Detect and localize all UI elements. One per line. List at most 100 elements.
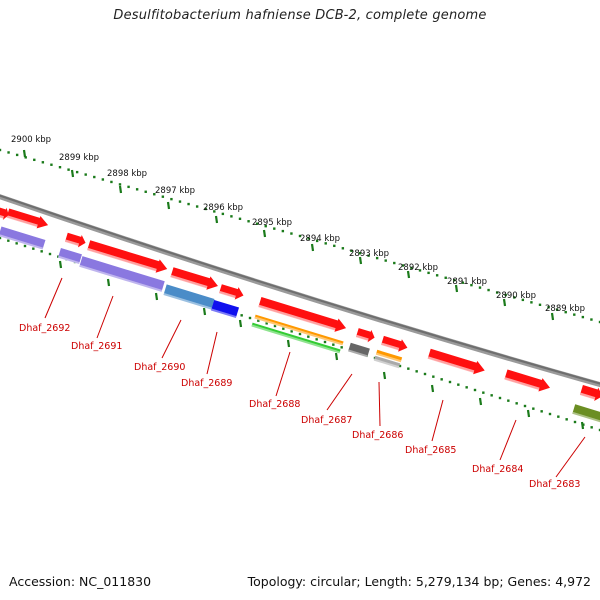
scale-dot bbox=[410, 266, 413, 270]
scale-dot bbox=[407, 367, 410, 370]
major-tick bbox=[238, 319, 243, 328]
scale-dot bbox=[555, 308, 559, 311]
scale-dot bbox=[564, 310, 567, 314]
major-tick bbox=[154, 292, 159, 301]
major-tick bbox=[580, 421, 585, 430]
gene-lightgray-body bbox=[373, 355, 401, 369]
scale-dot bbox=[350, 249, 353, 252]
kbp-tick-label: 2895 kbp bbox=[252, 218, 292, 228]
scale-dot bbox=[573, 420, 577, 424]
scale-dot bbox=[195, 205, 199, 208]
scale-dot bbox=[598, 428, 600, 432]
gene-forward-2 bbox=[64, 232, 86, 248]
scale-dot bbox=[435, 274, 439, 277]
scale-dot bbox=[482, 391, 485, 394]
scale-dot bbox=[170, 197, 173, 201]
major-tick bbox=[202, 307, 207, 316]
major-tick bbox=[550, 312, 555, 321]
scale-dot bbox=[15, 153, 19, 157]
kbp-tick-label: 2894 kbp bbox=[300, 234, 340, 244]
scale-dot bbox=[504, 293, 507, 297]
scale-dot bbox=[340, 346, 343, 349]
label-leader bbox=[161, 319, 182, 359]
kbp-tick-label: 2892 kbp bbox=[398, 263, 438, 273]
major-tick bbox=[22, 149, 27, 158]
scale-dot bbox=[0, 236, 2, 240]
gene-orange-1 bbox=[254, 314, 344, 346]
gene-forward-0 bbox=[0, 206, 9, 221]
gene-forward-2-shadow bbox=[64, 239, 80, 246]
gene-forward-3 bbox=[87, 240, 168, 273]
scale-dot bbox=[58, 166, 62, 169]
backbone-core bbox=[0, 194, 600, 385]
scale-dot bbox=[490, 394, 493, 397]
scale-dot bbox=[238, 217, 242, 220]
scale-dot bbox=[478, 286, 482, 289]
gene-purple-3-shine bbox=[79, 264, 163, 293]
scale-dot bbox=[281, 229, 285, 233]
gene-forward-0-body bbox=[0, 206, 9, 221]
major-tick bbox=[118, 185, 123, 194]
major-tick bbox=[262, 229, 267, 238]
scale-dot bbox=[187, 202, 190, 206]
kbp-tick-label: 2900 kbp bbox=[11, 135, 51, 145]
major-tick bbox=[166, 201, 171, 210]
gene-green-1-shine bbox=[251, 324, 340, 354]
scale-dot bbox=[590, 426, 593, 429]
scale-dot bbox=[221, 212, 225, 216]
scale-dot bbox=[0, 148, 2, 152]
scale-dot bbox=[101, 178, 105, 181]
major-tick bbox=[526, 409, 531, 418]
scale-dot bbox=[540, 410, 543, 413]
gene-olive-body bbox=[572, 404, 600, 424]
gene-features bbox=[0, 206, 600, 425]
gene-purple-1 bbox=[0, 226, 46, 250]
scale-dot bbox=[298, 234, 302, 238]
scale-dot bbox=[515, 402, 518, 405]
scale-dot bbox=[75, 170, 79, 174]
gene-purple-2-shine bbox=[57, 255, 80, 265]
scale-dot bbox=[315, 338, 318, 341]
gene-forward-6-shadow bbox=[258, 304, 336, 331]
scale-dot bbox=[333, 244, 336, 248]
kbp-tick-label: 2897 kbp bbox=[155, 186, 195, 196]
scale-dot bbox=[257, 319, 260, 322]
gene-label: Dhaf_2687 bbox=[301, 415, 352, 426]
gene-steelblue bbox=[163, 284, 215, 311]
gene-forward-3-shadow bbox=[87, 247, 157, 272]
kbp-tick-label: 2898 kbp bbox=[107, 169, 147, 179]
major-tick bbox=[106, 278, 111, 287]
scale-dot bbox=[470, 283, 473, 287]
scale-dot bbox=[530, 301, 533, 304]
gene-orange-1-body bbox=[254, 314, 344, 346]
scale-dot bbox=[401, 264, 405, 267]
gene-green-1 bbox=[251, 322, 341, 354]
major-tick bbox=[430, 384, 435, 393]
gene-orange-2-body bbox=[375, 349, 403, 363]
gene-orange-2-shine bbox=[375, 352, 402, 363]
scale-dot bbox=[15, 242, 18, 245]
scale-dot bbox=[507, 399, 510, 402]
gene-steelblue-shine bbox=[163, 293, 212, 311]
scale-dot bbox=[590, 318, 593, 321]
scale-dot bbox=[444, 276, 447, 279]
scale-dot bbox=[127, 185, 130, 189]
scale-dot bbox=[24, 156, 27, 159]
scale-dot bbox=[255, 222, 259, 225]
gene-forward-5-shadow bbox=[219, 290, 236, 299]
gene-forward-11-body bbox=[580, 385, 600, 401]
gene-forward-10 bbox=[504, 369, 550, 392]
kbp-scale-labels: 2900 kbp 2899 kbp 2898 kbp 2897 kbp 2896 kbp… bbox=[11, 135, 585, 314]
scale-dot bbox=[7, 151, 10, 154]
map-title: Desulfitobacterium hafniense DCB-2, comp… bbox=[113, 8, 487, 23]
gene-forward-1 bbox=[6, 208, 49, 229]
gene-forward-4-shadow bbox=[170, 274, 208, 289]
label-leader bbox=[431, 399, 444, 442]
scale-dot bbox=[110, 180, 113, 184]
label-leader bbox=[275, 351, 291, 397]
kbp-tick-label: 2890 kbp bbox=[496, 291, 536, 301]
gene-label: Dhaf_2691 bbox=[71, 341, 122, 352]
scale-dot bbox=[457, 383, 460, 386]
scale-dot bbox=[41, 161, 45, 164]
